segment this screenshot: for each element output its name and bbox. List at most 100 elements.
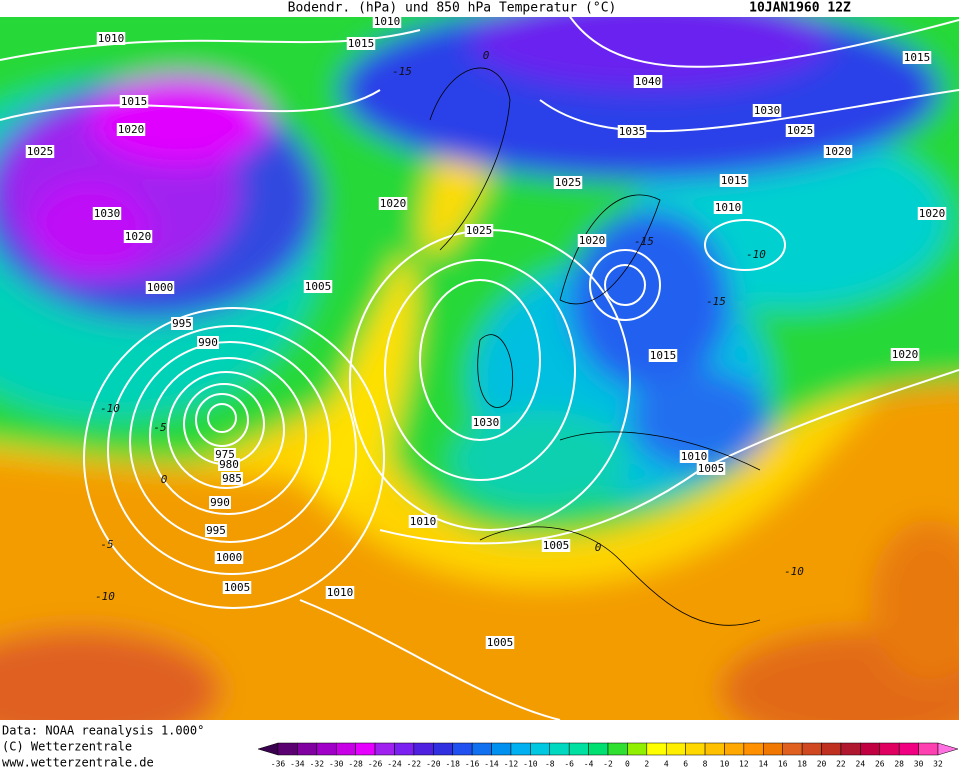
isobar-label-box — [752, 104, 782, 117]
colorbar-label: 2 — [644, 760, 649, 769]
colorbar-label: -26 — [368, 760, 383, 769]
colorbar-label: -24 — [387, 760, 402, 769]
isobar-label-box — [116, 123, 146, 136]
isobar-label-box — [696, 462, 726, 475]
colorbar-label: 24 — [856, 760, 866, 769]
isobar-label-box — [221, 472, 243, 485]
isobar-label: 990 — [198, 336, 218, 349]
isobar-label: 1005 — [305, 280, 332, 293]
copyright: (C) Wetterzentrale — [2, 740, 132, 754]
temperature-label: -10 — [100, 402, 120, 415]
isobar-label: 1020 — [118, 123, 145, 136]
colorbar-cell — [918, 742, 939, 756]
isobar-label-box — [890, 348, 920, 361]
isobar-label: 1010 — [681, 450, 708, 463]
isobar-label: 1025 — [27, 145, 54, 158]
colorbar-cell — [782, 742, 803, 756]
colorbar-label: -4 — [584, 760, 594, 769]
isobar-label-box — [214, 551, 244, 564]
isobar-label: 1015 — [650, 349, 677, 362]
temperature-label: -10 — [784, 565, 804, 578]
colorbar-label: 18 — [797, 760, 807, 769]
colorbar-cell — [413, 742, 434, 756]
isobar-label-box — [214, 448, 236, 461]
colorbar-cell — [433, 742, 453, 756]
colorbar-cell — [898, 742, 919, 756]
isobar-label-box — [719, 174, 749, 187]
colorbar-label: -6 — [564, 760, 574, 769]
colorbar-label: -10 — [523, 760, 538, 769]
colorbar-cell — [665, 742, 686, 756]
colorbar-label: 16 — [778, 760, 788, 769]
isobar-label-box — [92, 207, 122, 220]
map-date: 10JAN1960 12Z — [749, 1, 851, 16]
colorbar-label: -22 — [407, 760, 422, 769]
temperature-label: -15 — [392, 65, 412, 78]
temperature-label: -10 — [746, 248, 766, 261]
isobar-label: 990 — [210, 496, 230, 509]
isobar-label-box — [197, 336, 219, 349]
isobar-label-box — [633, 75, 663, 88]
isobar-label: 1010 — [715, 201, 742, 214]
isobar-label-box — [218, 458, 240, 471]
isobar-label-box — [25, 145, 55, 158]
colorbar-cell — [704, 742, 725, 756]
isobar-label: 1010 — [410, 515, 437, 528]
isobar-label: 1020 — [579, 234, 606, 247]
isobar-label: 1005 — [224, 581, 251, 594]
colorbar-cell — [821, 742, 842, 756]
colorbar-label: 20 — [817, 760, 827, 769]
isobar-label: 1020 — [125, 230, 152, 243]
isobar-label: 975 — [215, 448, 235, 461]
colorbar-label: 0 — [625, 760, 630, 769]
temperature-label: -15 — [706, 295, 726, 308]
isobar-label: 1010 — [374, 15, 401, 28]
isobar-label: 1020 — [892, 348, 919, 361]
isobar-label-box — [222, 581, 252, 594]
colorbar-label: -34 — [290, 760, 305, 769]
colorbar-label: 10 — [720, 760, 730, 769]
data-source: Data: NOAA reanalysis 1.000° — [2, 724, 204, 738]
colorbar-cell — [860, 742, 881, 756]
isobar-label: 1025 — [555, 176, 582, 189]
colorbar-cell — [743, 742, 764, 756]
temperature-label: 0 — [483, 49, 490, 62]
isobar-label: 1000 — [147, 281, 174, 294]
isobar-label-box — [648, 349, 678, 362]
colorbar-label: 30 — [914, 760, 924, 769]
isobar-label-box — [464, 224, 494, 237]
colorbar-arrow — [937, 742, 959, 756]
colorbar: -36 -34 -32 -30 -28 -26 -24 -22 -20 -18 -16 -14 -12-… — [257, 742, 959, 769]
colorbar-cell — [840, 742, 861, 756]
colorbar-cell — [879, 742, 900, 756]
isobar-label-box — [325, 586, 355, 599]
temperature-label: -15 — [634, 235, 654, 248]
colorbar-label: -2 — [603, 760, 613, 769]
colorbar-cell — [277, 742, 298, 756]
colorbar-label: 22 — [836, 760, 846, 769]
temperature-label: 0 — [595, 541, 602, 554]
isobar-label: 1015 — [721, 174, 748, 187]
isobar-label-box — [303, 280, 333, 293]
isobar-label: 985 — [222, 472, 242, 485]
colorbar-cell — [627, 742, 648, 756]
colorbar-cell — [394, 742, 415, 756]
colorbar-label: -14 — [484, 760, 499, 769]
isobar-label: 1010 — [327, 586, 354, 599]
colorbar-label: -30 — [329, 760, 344, 769]
labels: 1010 1015 1010 1015 1020 1025 1040 1030 1035 1025… — [25, 15, 947, 649]
isobar-label-box — [205, 524, 227, 537]
colorbar-cell — [374, 742, 395, 756]
isobar-label: 1015 — [904, 51, 931, 64]
isobar-label-box — [679, 450, 709, 463]
isobar-label-box — [541, 539, 571, 552]
isobar-label: 1030 — [473, 416, 500, 429]
colorbar-label: -32 — [310, 760, 325, 769]
colorbar-cell — [549, 742, 570, 756]
colorbar-label: -18 — [445, 760, 460, 769]
colorbar-cell — [763, 742, 783, 756]
isobar-label: 1005 — [487, 636, 514, 649]
isobar-label-box — [553, 176, 583, 189]
isobar-label-box — [372, 15, 402, 28]
